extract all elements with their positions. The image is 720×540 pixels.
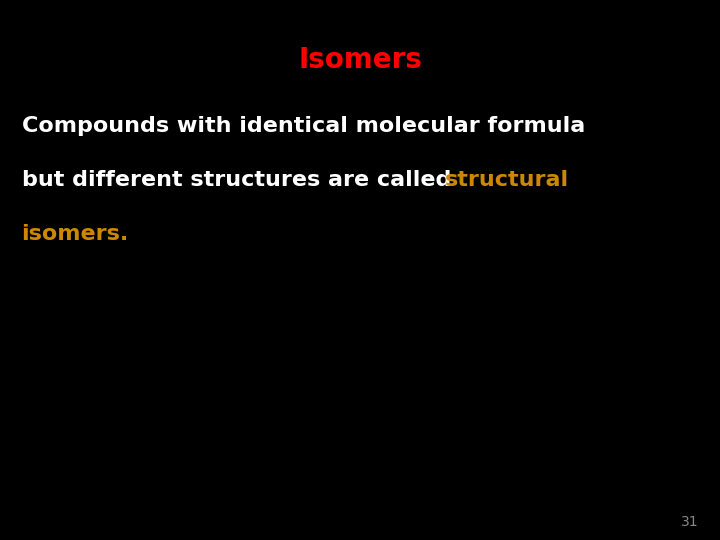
Text: 31: 31	[681, 515, 698, 529]
Text: structural: structural	[445, 170, 569, 190]
Text: but different structures are called: but different structures are called	[22, 170, 459, 190]
Text: isomers.: isomers.	[22, 224, 129, 244]
Text: Isomers: Isomers	[298, 46, 422, 74]
Text: Compounds with identical molecular formula: Compounds with identical molecular formu…	[22, 116, 585, 136]
